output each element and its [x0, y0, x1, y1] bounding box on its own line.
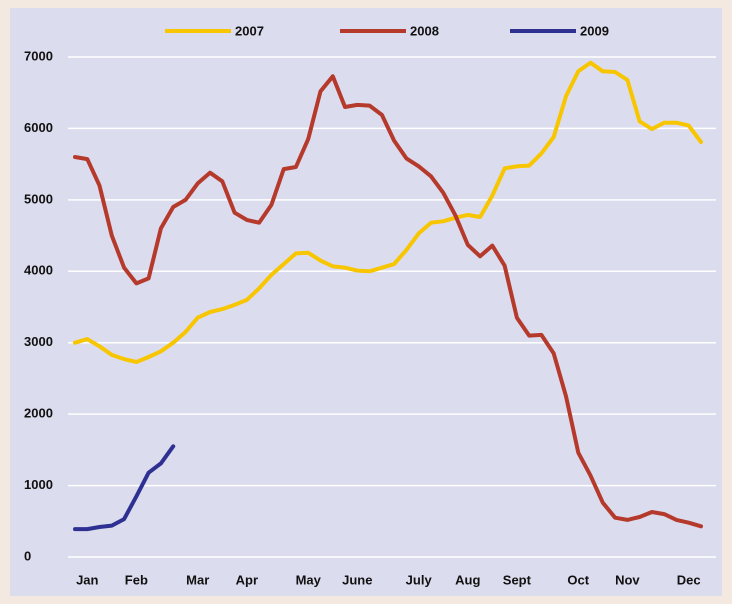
- x-tick-label: Dec: [677, 572, 701, 587]
- y-tick-label: 1000: [24, 477, 53, 492]
- legend-label: 2007: [235, 23, 264, 38]
- x-tick-label: July: [406, 572, 433, 587]
- x-tick-label: May: [296, 572, 322, 587]
- y-tick-label: 6000: [24, 120, 53, 135]
- x-tick-label: Mar: [186, 572, 209, 587]
- legend-label: 2009: [580, 23, 609, 38]
- x-tick-label: Jan: [76, 572, 98, 587]
- y-tick-label: 3000: [24, 334, 53, 349]
- y-tick-label: 0: [24, 548, 31, 563]
- series-line: [73, 444, 176, 532]
- x-tick-label: Apr: [236, 572, 258, 587]
- x-tick-label: Nov: [615, 572, 640, 587]
- x-tick-label: Sept: [503, 572, 532, 587]
- x-tick-label: Oct: [567, 572, 589, 587]
- y-tick-label: 7000: [24, 48, 53, 63]
- y-tick-label: 5000: [24, 191, 53, 206]
- plot-background: [10, 8, 722, 596]
- legend-label: 2008: [410, 23, 439, 38]
- series-line: [73, 60, 703, 364]
- x-tick-label: Aug: [455, 572, 480, 587]
- y-tick-label: 4000: [24, 263, 53, 278]
- y-tick-label: 2000: [24, 406, 53, 421]
- series-line: [73, 74, 703, 529]
- x-tick-label: Feb: [125, 572, 148, 587]
- x-tick-label: June: [342, 572, 372, 587]
